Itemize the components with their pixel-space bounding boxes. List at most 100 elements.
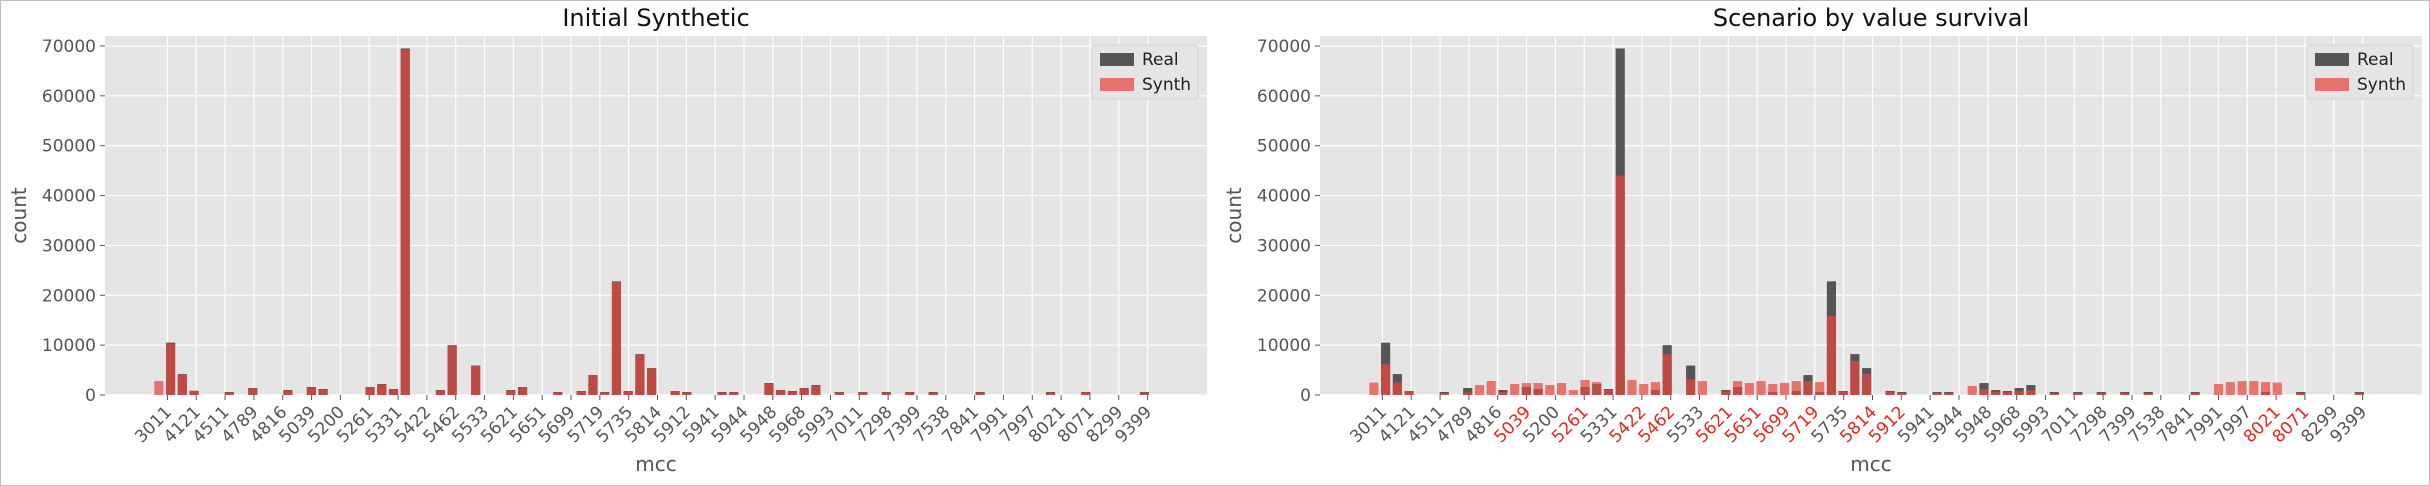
bar-synth [2073,393,2083,395]
plot-area [105,36,1207,395]
bar-synth [635,354,645,395]
bar-synth [1498,392,1508,395]
bar-synth [647,368,657,395]
bar-synth [1744,383,1754,395]
bar-synth [2296,393,2306,395]
bar-synth [1369,382,1379,395]
bar-synth [1510,384,1520,395]
legend-label-real: Real [1142,50,1179,70]
bar-synth [1650,382,1661,395]
bar-synth [1850,361,1860,395]
chart-title: Initial Synthetic [562,4,749,32]
bar-synth [1592,382,1602,395]
bar-synth [2014,391,2024,395]
bar-synth [1944,393,1954,395]
bar-synth [2049,393,2059,395]
bar-synth [1791,381,1801,395]
y-tick-label: 0 [1300,386,1311,406]
bar-synth [1045,392,1056,395]
bar-real [1463,388,1473,395]
bar-synth [623,391,633,395]
bar-synth [1932,393,1942,395]
bar-synth [435,390,446,395]
bar-synth [1627,380,1637,395]
bar-synth [1967,386,1977,395]
bar-synth [224,392,234,395]
bar-synth [799,388,809,395]
bar-synth [858,392,868,395]
bar-synth [2237,381,2247,395]
bar-synth [2190,393,2200,395]
bar-synth [1768,384,1778,395]
y-tick-label: 40000 [1257,187,1311,207]
y-tick-label: 70000 [1257,37,1311,57]
bar-synth [588,375,598,395]
bar-synth [811,385,821,395]
bar-synth [1686,379,1696,395]
x-axis-label: mcc [635,452,676,476]
bar-synth [600,392,610,395]
y-tick-label: 50000 [1257,137,1311,157]
bar-synth [517,387,528,395]
bar-synth [1381,364,1391,395]
bar-synth [764,383,774,395]
bar-synth [2249,381,2259,395]
y-axis-label: count [1222,187,1246,244]
bar-synth [1463,392,1473,395]
bar-synth [729,392,739,395]
bar-synth [1580,380,1590,395]
bar-synth [2225,382,2235,395]
bar-synth [928,392,938,395]
bar-synth [1803,381,1813,395]
y-tick-label: 20000 [42,286,96,306]
y-tick-label: 40000 [42,187,96,207]
chart-title: Scenario by value survival [1713,4,2029,32]
bar-synth [471,366,481,395]
bar-synth [682,392,692,395]
bar-synth [377,384,387,395]
bar-synth [1474,385,1485,395]
bar-synth [834,392,844,395]
y-tick-label: 50000 [42,137,96,157]
bar-synth [1521,383,1531,395]
bar-synth [248,388,258,395]
bar-synth [1732,381,1743,395]
bar-synth [2002,392,2012,395]
bar-synth [166,343,176,395]
bar-synth [189,390,199,395]
bar-synth [1545,385,1555,395]
bar-synth [154,381,164,395]
bar-synth [717,392,727,395]
bar-synth [1639,384,1649,395]
y-tick-label: 30000 [42,236,96,256]
bar-synth [447,345,457,395]
bar-synth [283,390,293,395]
bar-synth [975,392,985,395]
legend-swatch-synth [1100,78,1134,91]
y-tick-label: 60000 [42,87,96,107]
bar-synth [1815,382,1825,395]
bar-synth [388,389,399,395]
bar-synth [1081,392,1091,395]
bar-synth [1439,393,1449,395]
bar-synth [318,389,328,395]
legend-swatch-real [2315,53,2349,66]
bar-synth [776,390,786,395]
bar-synth [787,391,798,395]
y-tick-label: 10000 [1257,336,1311,356]
bar-synth [400,49,410,396]
bar-synth [1885,392,1895,395]
bar-synth [2214,384,2224,395]
bar-synth [881,392,891,395]
bar-synth [1533,383,1543,395]
bar-synth [670,391,680,395]
bar-synth [2272,382,2282,395]
bar-synth [611,281,622,395]
bar-synth [2354,393,2364,395]
y-tick-label: 20000 [1257,286,1311,306]
bar-synth [1897,393,1907,395]
legend-label-synth: Synth [1142,75,1191,95]
bar-synth [1404,391,1414,395]
bar-synth [1392,382,1402,395]
bar-synth [1756,381,1766,395]
